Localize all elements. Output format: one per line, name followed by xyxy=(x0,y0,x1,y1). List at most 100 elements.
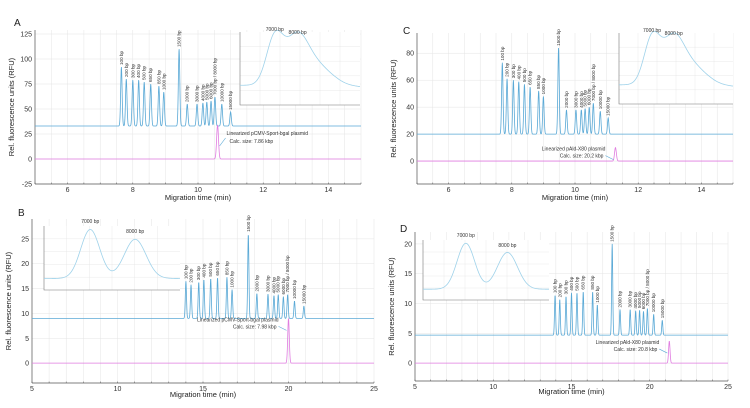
inset-peak-label: 7000 bp xyxy=(266,27,284,33)
peak-label: 850 bp xyxy=(536,74,541,88)
x-tick-label: 10 xyxy=(194,187,202,194)
x-tick-label: 5 xyxy=(413,384,417,391)
y-tick-label: 0 xyxy=(28,157,32,164)
peak-label: 3000 bp xyxy=(628,290,633,307)
y-tick-label: 100 xyxy=(20,57,32,64)
y-tick-label: 20 xyxy=(21,261,29,268)
peak-label: 300 bp xyxy=(511,64,516,78)
x-tick-label: 12 xyxy=(634,187,642,194)
peak-label: 3000 bp xyxy=(265,275,270,292)
peak-label: 6000 bp xyxy=(641,292,646,309)
annotation-leader xyxy=(605,155,614,160)
peak-label: 1000 bp xyxy=(595,286,600,303)
peak-label: 1500 bp xyxy=(556,29,561,46)
y-tick-label: 80 xyxy=(406,51,414,58)
y-tick-label: 25 xyxy=(24,132,32,139)
peak-label: 400 bp xyxy=(201,263,206,277)
x-tick-label: 25 xyxy=(370,386,378,393)
peak-label: 2000 bp xyxy=(254,274,259,291)
peak-label: 650 bp xyxy=(528,70,533,84)
y-tick-label: 5 xyxy=(25,336,29,343)
peak-label: 3000 bp xyxy=(573,91,578,108)
x-tick-label: 14 xyxy=(698,187,706,194)
y-tick-label: 25 xyxy=(21,236,29,243)
annotation-leader xyxy=(659,348,668,354)
inset-trace xyxy=(619,30,734,87)
peak-label: 500 bp xyxy=(208,262,213,276)
y-tick-label: -25 xyxy=(22,182,32,189)
peak-label: 7000 bp / 8000 bp xyxy=(285,255,290,292)
inset-trace xyxy=(44,229,180,279)
peak-label: 300 bp xyxy=(564,280,569,294)
inset-peak-label: 7000 bp xyxy=(457,233,475,239)
peak-label: 200 bp xyxy=(189,268,194,282)
y-tick-label: 75 xyxy=(24,82,32,89)
y-tick-label: 15 xyxy=(21,286,29,293)
peak-label: 6000 bp xyxy=(281,277,286,294)
peak-label: 5000 bp xyxy=(276,275,281,292)
sample-trace xyxy=(417,146,733,162)
peak-label: 300 bp xyxy=(130,64,135,78)
peak-label: 1000 bp xyxy=(161,73,166,90)
peak-label: 5000 bp xyxy=(637,291,642,308)
peak-label: 1500 bp xyxy=(610,225,615,242)
x-axis-label: Migration time (min) xyxy=(538,387,605,396)
sample-trace xyxy=(32,318,374,364)
sample-trace xyxy=(35,124,361,160)
y-axis-label: Rel. fluorescence units (RFU) xyxy=(7,57,16,156)
peak-label: 4000 bp xyxy=(200,84,205,101)
peak-label: 15000 bp xyxy=(228,90,233,110)
peak-label: 200 bp xyxy=(505,62,510,76)
peak-label: 2000 bp xyxy=(564,91,569,108)
x-tick-label: 12 xyxy=(259,187,267,194)
peak-label: 100 bp xyxy=(119,51,124,65)
x-axis-label: Migration time (min) xyxy=(165,193,232,202)
inset-peak-label: 8000 bp xyxy=(665,31,683,37)
peak-label: 10000 bp xyxy=(292,279,297,299)
peak-label: 5000 bp xyxy=(204,83,209,100)
y-tick-label: 40 xyxy=(406,105,414,112)
peak-label: 850 bp xyxy=(590,275,595,289)
peak-label: 1000 bp xyxy=(230,271,235,288)
peak-label: 1500 bp xyxy=(246,215,251,232)
peak-label: 650 bp xyxy=(581,275,586,289)
peak-label: 850 bp xyxy=(224,261,229,275)
peak-label: 100 bp xyxy=(500,46,505,60)
peak-label: 7000 bp / 8000 bp xyxy=(591,64,596,101)
ladder-trace xyxy=(32,235,374,319)
x-tick-label: 20 xyxy=(646,384,654,391)
annotation-leader xyxy=(219,137,226,147)
y-tick-label: 10 xyxy=(404,301,412,308)
peak-label: 650 bp xyxy=(148,68,153,82)
inset-axes xyxy=(618,33,733,105)
inset-zoom: 7000 bp 8000 bp xyxy=(43,219,180,291)
chart-panel-a: A 6 8 10 12 14 -25 0 25 50 75 100 125 Migration time … xyxy=(7,18,362,202)
y-tick-label: 15 xyxy=(404,271,412,278)
panel-label: A xyxy=(14,18,21,29)
peak-label: 6000 bp xyxy=(587,88,592,105)
y-tick-label: 125 xyxy=(20,32,32,39)
peak-label: 4000 bp xyxy=(271,276,276,293)
peak-label: 15000 bp xyxy=(301,284,306,304)
inset-peak-label: 8000 bp xyxy=(289,30,307,36)
annotation-name: Linearized pAld-X80 plasmid xyxy=(596,340,660,346)
x-tick-label: 6 xyxy=(66,187,70,194)
x-tick-label: 20 xyxy=(285,386,293,393)
inset-axes xyxy=(43,226,180,291)
annotation-name: Linearized pCMV-Sport-bgal plasmid xyxy=(227,131,309,137)
inset-axes xyxy=(239,32,360,106)
y-tick-label: 0 xyxy=(410,159,414,166)
y-tick-label: 10 xyxy=(21,311,29,318)
x-tick-label: 14 xyxy=(325,187,333,194)
annotation-size: Calc. size: 20.2 kbp xyxy=(560,154,604,160)
sample-trace xyxy=(415,340,728,364)
x-axis-label: Migration time (min) xyxy=(170,390,237,399)
peak-label: 7000 bp / 8000 bp xyxy=(212,58,217,95)
chart-panel-b: B 5 10 15 20 25 0 5 10 15 20 25 Migration time (min)… xyxy=(4,208,378,399)
panel-label: B xyxy=(18,208,25,219)
ladder-trace xyxy=(417,47,733,135)
x-axis-label: Migration time (min) xyxy=(542,193,609,202)
x-tick-label: 15 xyxy=(199,386,207,393)
peak-label: 10000 bp xyxy=(598,90,603,110)
